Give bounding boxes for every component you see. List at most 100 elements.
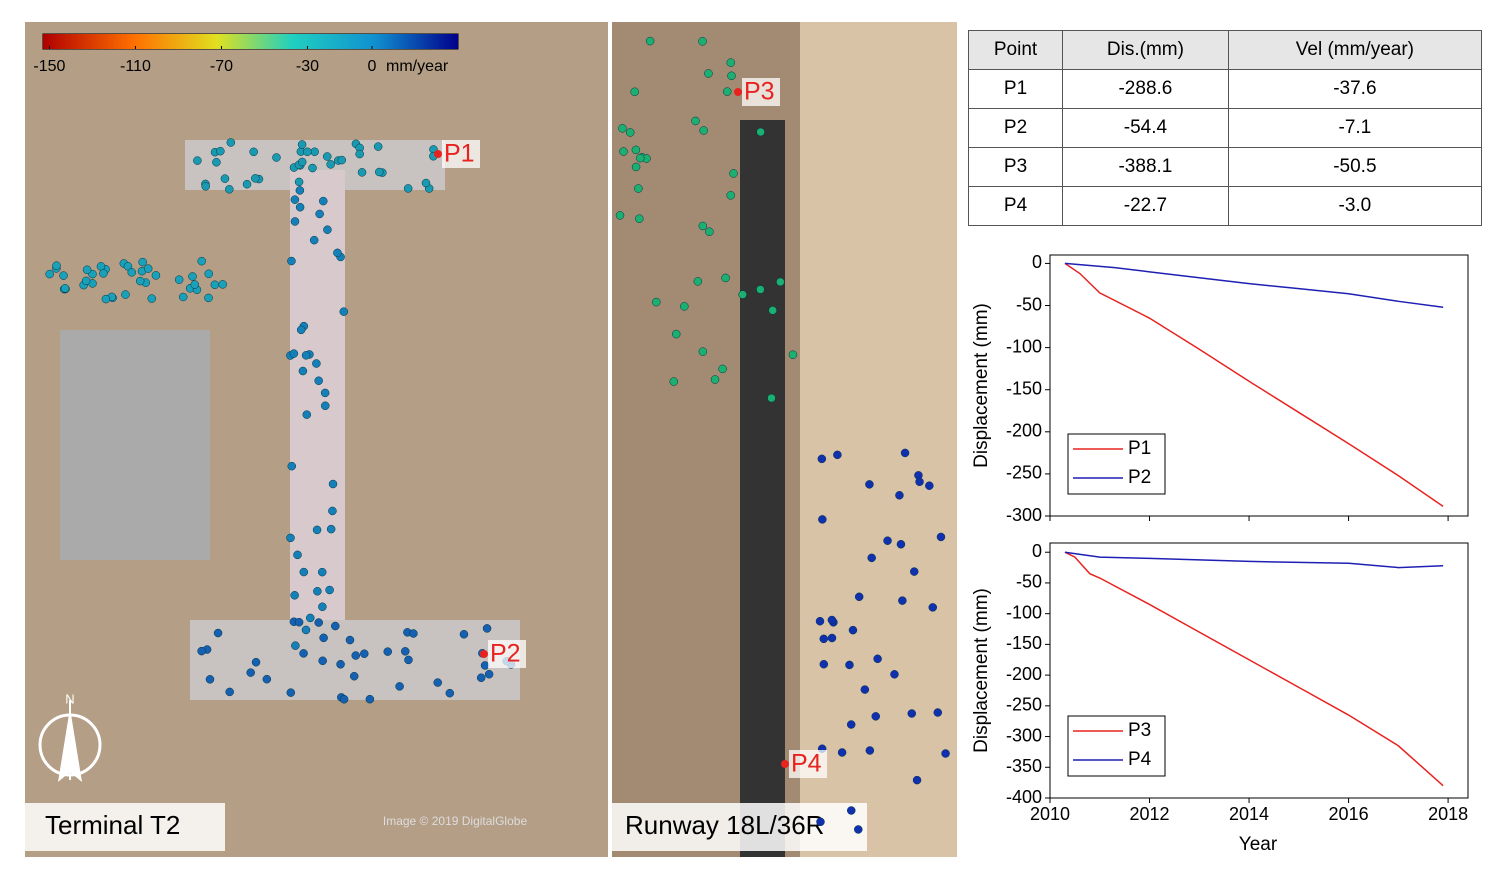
- insar-point: [225, 687, 234, 697]
- insar-point: [323, 225, 332, 234]
- insar-point: [322, 152, 332, 161]
- insar-point: [218, 280, 227, 289]
- insar-point: [630, 87, 639, 97]
- colorbar-tick-label: -110: [120, 58, 151, 75]
- map-caption: Terminal T2: [45, 810, 180, 840]
- legend-label: P1: [1128, 438, 1151, 459]
- insar-point: [81, 276, 91, 286]
- insar-point: [710, 375, 720, 384]
- insar-point: [900, 448, 910, 458]
- insar-point: [96, 262, 106, 271]
- insar-point: [147, 294, 157, 303]
- insar-point: [101, 294, 111, 304]
- data-line: [1064, 551, 1444, 787]
- insar-point: [197, 256, 206, 266]
- insar-point: [210, 280, 220, 290]
- x-tick-label: 2014: [1229, 804, 1269, 824]
- table-cell: -3.0: [1227, 186, 1483, 226]
- insar-point: [314, 618, 323, 627]
- insar-point: [339, 694, 349, 704]
- insar-point: [409, 629, 418, 638]
- insar-point: [865, 746, 875, 755]
- insar-point: [355, 149, 364, 159]
- y-tick-label: -150: [1006, 378, 1042, 398]
- insar-point: [403, 184, 413, 193]
- insar-point: [331, 621, 340, 631]
- insar-point: [756, 127, 765, 137]
- insar-point: [318, 656, 327, 666]
- point-marker: [781, 760, 789, 768]
- insar-point: [287, 461, 297, 471]
- insar-point: [212, 157, 221, 167]
- insar-point: [59, 271, 68, 280]
- insar-point: [357, 168, 367, 177]
- insar-point: [193, 156, 202, 165]
- insar-point: [190, 280, 199, 289]
- insar-point: [178, 292, 188, 302]
- insar-point: [286, 533, 295, 543]
- pier: [190, 620, 520, 700]
- insar-point: [636, 153, 645, 163]
- insar-point: [299, 649, 308, 658]
- insar-point: [776, 277, 785, 287]
- insar-point: [698, 221, 708, 231]
- insar-point: [854, 592, 864, 602]
- legend-label: P4: [1128, 749, 1152, 770]
- insar-point: [345, 635, 355, 645]
- insar-point: [246, 668, 255, 677]
- insar-point: [738, 290, 747, 299]
- insar-point: [404, 655, 413, 665]
- colorbar-tick-label: -150: [33, 58, 65, 75]
- insar-point: [729, 169, 738, 178]
- insar-point: [482, 624, 492, 633]
- insar-point: [174, 275, 184, 284]
- insar-point: [704, 69, 713, 78]
- y-tick-label: -100: [1006, 602, 1042, 622]
- insar-point: [45, 269, 54, 279]
- point-marker: [734, 88, 742, 96]
- insar-point: [302, 410, 312, 419]
- insar-point: [287, 256, 296, 266]
- insar-point: [328, 479, 338, 489]
- table-cell: P2: [967, 108, 1064, 148]
- y-tick-label: -300: [1006, 725, 1042, 745]
- y-tick-label: -400: [1006, 787, 1042, 807]
- insar-point: [635, 214, 644, 223]
- point-label: P2: [490, 640, 521, 668]
- insar-point: [242, 179, 252, 189]
- insar-point: [912, 775, 922, 785]
- y-tick-label: -150: [1006, 633, 1042, 653]
- insar-point: [306, 613, 315, 623]
- data-line: [1064, 551, 1444, 569]
- insar-point: [721, 273, 730, 283]
- point-label-bg: [488, 640, 526, 668]
- table-row: Point Dis.(mm) Vel (mm/year): [967, 30, 1483, 70]
- insar-point: [365, 694, 375, 704]
- insar-point: [123, 262, 133, 271]
- data-line: [1064, 262, 1444, 308]
- point-label: P1: [444, 140, 475, 168]
- image-credit: Image © 2019 DigitalGlobe: [383, 814, 528, 828]
- insar-point: [312, 525, 322, 535]
- table-cell: -22.7: [1062, 186, 1229, 226]
- colorbar: [43, 34, 458, 49]
- insar-point: [349, 671, 359, 681]
- colorbar-unit: mm/year: [386, 58, 449, 75]
- insar-point: [756, 285, 765, 294]
- insar-point: [421, 178, 431, 188]
- insar-point: [313, 587, 322, 596]
- insar-point: [819, 659, 829, 669]
- x-axis-label: Year: [1239, 834, 1278, 855]
- table-cell: -288.6: [1062, 69, 1229, 109]
- point-label-bg: [742, 78, 780, 106]
- insar-point: [693, 277, 703, 286]
- insar-point: [296, 325, 306, 335]
- table-cell: P1: [967, 69, 1064, 109]
- insar-point: [286, 688, 296, 697]
- point-label: P3: [744, 78, 775, 106]
- insar-point: [121, 290, 130, 299]
- insar-point: [846, 720, 856, 729]
- insar-point: [625, 128, 635, 137]
- insar-point: [699, 126, 708, 135]
- legend-box: [1067, 433, 1166, 495]
